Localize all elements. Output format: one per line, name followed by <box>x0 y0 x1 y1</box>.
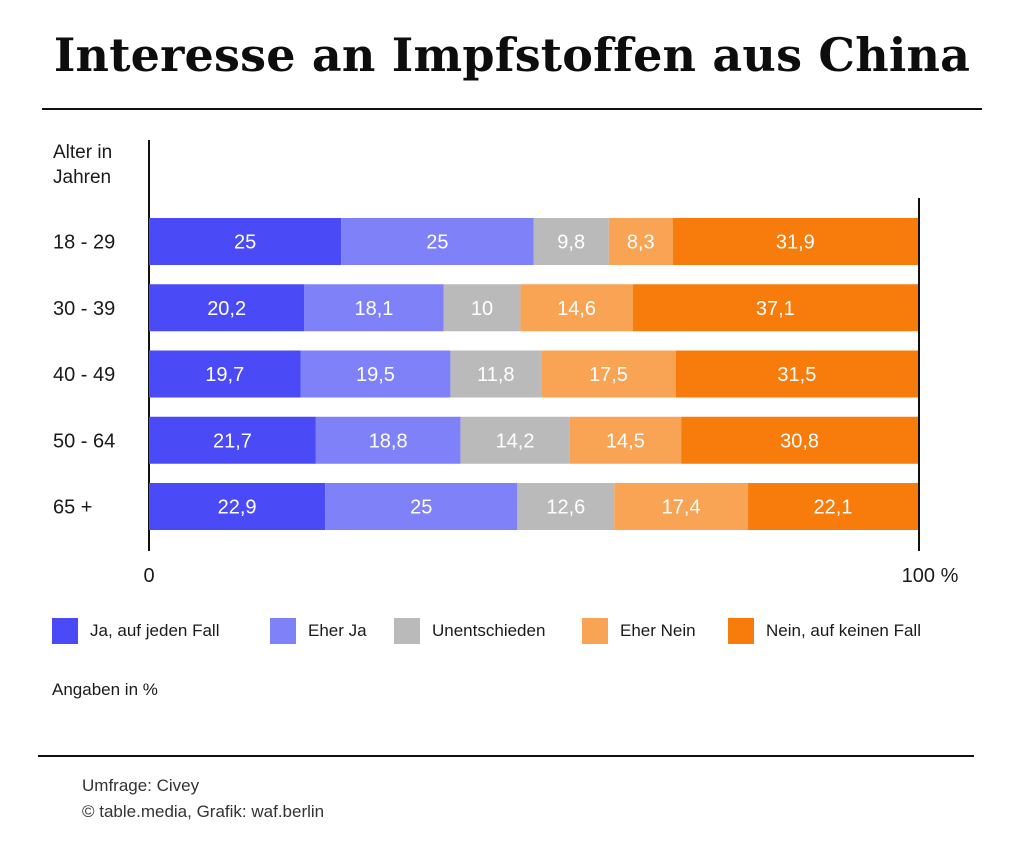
legend-label: Eher Nein <box>620 621 696 640</box>
axis-title-line: Alter in <box>53 142 112 163</box>
bar-segment <box>541 350 676 398</box>
bar-segment <box>149 483 326 530</box>
data-label: 14,6 <box>557 298 596 320</box>
data-label: 14,5 <box>606 430 645 452</box>
data-label: 25 <box>426 232 448 254</box>
data-label: 17,5 <box>589 364 628 386</box>
legend-swatch <box>52 618 78 644</box>
category-label: 30 - 39 <box>53 298 115 320</box>
data-label: 18,8 <box>369 430 408 452</box>
data-label: 14,2 <box>496 430 535 452</box>
legend-item: Nein, auf keinen Fall <box>728 616 921 646</box>
data-label: 8,3 <box>627 232 655 254</box>
bar-segment <box>149 218 342 265</box>
legend-label: Unentschieden <box>432 621 546 640</box>
bar-segment <box>450 350 542 398</box>
data-label: 10 <box>471 298 493 320</box>
data-label: 30,8 <box>780 430 819 452</box>
units-note: Angaben in % <box>52 680 158 699</box>
bar-segment <box>533 218 609 265</box>
data-label: 20,2 <box>207 298 246 320</box>
stacked-bar-chart: Alter in Jahren 18 - 29 25 25 9,8 8,3 31,9 30 - … <box>53 140 959 587</box>
title-divider <box>42 108 982 110</box>
data-label: 25 <box>234 232 256 254</box>
source-line-survey: Umfrage: Civey <box>82 776 200 795</box>
bar-segment <box>748 483 918 530</box>
bar-segment <box>325 483 518 530</box>
bar-segment <box>315 416 461 464</box>
bar-segment <box>517 483 615 530</box>
data-label: 31,9 <box>776 232 815 254</box>
bar-segment <box>520 284 633 332</box>
legend-swatch <box>394 618 420 644</box>
footer-divider <box>38 755 974 757</box>
bar-segment <box>681 416 918 464</box>
data-label: 21,7 <box>213 430 252 452</box>
legend-label: Ja, auf jeden Fall <box>90 621 220 640</box>
legend-item: Eher Ja <box>270 616 367 646</box>
bar-segment <box>460 416 570 464</box>
chart-legend: Ja, auf jeden Fall Eher Ja Unentschieden Eh… <box>0 616 1024 650</box>
x-tick-label: 100 % <box>902 565 959 587</box>
legend-swatch <box>270 618 296 644</box>
source-line-credit: © table.media, Grafik: waf.berlin <box>82 802 325 821</box>
bar-segment <box>304 284 444 332</box>
data-label: 31,5 <box>777 364 816 386</box>
x-tick-label: 0 <box>143 565 154 587</box>
bar-segment <box>608 218 673 265</box>
axis-title-line: Jahren <box>53 167 111 188</box>
bar-segment <box>443 284 521 332</box>
legend-item: Ja, auf jeden Fall <box>52 616 219 646</box>
data-label: 19,7 <box>205 364 244 386</box>
bar-segment <box>614 483 749 530</box>
legend-item: Eher Nein <box>582 616 696 646</box>
chart-title: Interesse an Impfstoffen aus China <box>53 28 971 82</box>
data-label: 22,1 <box>814 497 853 519</box>
bar-segment <box>149 284 305 332</box>
legend-swatch <box>582 618 608 644</box>
data-label: 25 <box>410 497 432 519</box>
bar-segment <box>675 350 918 398</box>
data-label: 19,5 <box>356 364 395 386</box>
data-label: 37,1 <box>756 298 795 320</box>
bar-segment <box>300 350 451 398</box>
legend-item: Unentschieden <box>394 616 545 646</box>
bar-segment <box>672 218 918 265</box>
bar-segment <box>341 218 534 265</box>
category-label: 65 + <box>53 497 92 519</box>
legend-swatch <box>728 618 754 644</box>
bar-segment <box>149 416 316 464</box>
bar-segment <box>569 416 682 464</box>
bar-segment <box>632 284 918 332</box>
bar-segment <box>149 350 301 398</box>
data-label: 18,1 <box>354 298 393 320</box>
category-label: 50 - 64 <box>53 430 115 452</box>
data-label: 17,4 <box>662 497 701 519</box>
data-label: 9,8 <box>557 232 585 254</box>
data-label: 22,9 <box>218 497 257 519</box>
data-label: 11,8 <box>477 364 514 386</box>
category-label: 40 - 49 <box>53 364 115 386</box>
legend-label: Nein, auf keinen Fall <box>766 621 921 640</box>
legend-label: Eher Ja <box>308 621 367 640</box>
data-label: 12,6 <box>546 497 585 519</box>
category-label: 18 - 29 <box>53 232 115 254</box>
